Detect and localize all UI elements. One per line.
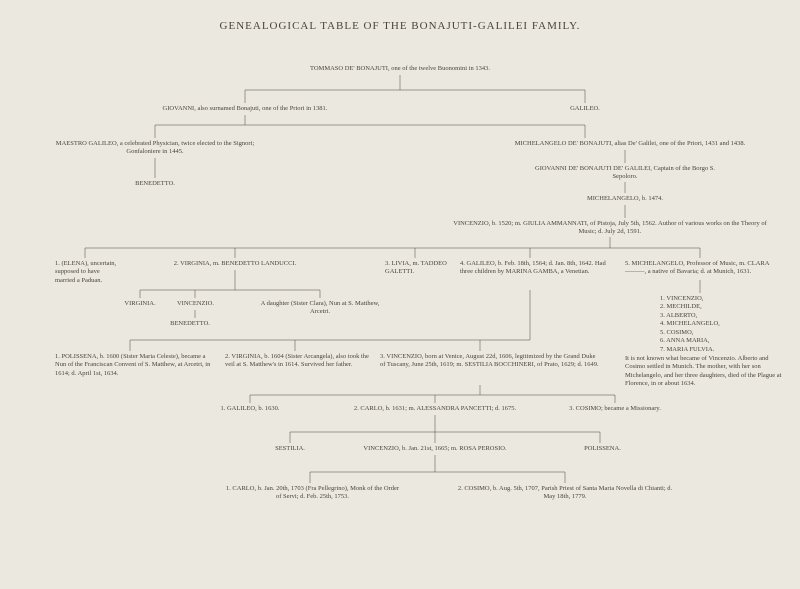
child5-michelangelo: 5. MICHELANGELO, Professor of Music, m. … xyxy=(625,260,785,277)
root-node: TOMMASO DE' BONAJUTI, one of the twelve … xyxy=(260,65,540,73)
final1-carlo: 1. CARLO, b. Jan. 20th, 1703 (Fra Pelleg… xyxy=(225,485,400,502)
gc3-vincenzio: 3. VINCENZIO, born at Venice, August 22d… xyxy=(380,353,600,370)
child3-livia: 3. LIVIA, m. TADDEO GALETTI. xyxy=(385,260,455,277)
sub2-benedetto: BENEDETTO. xyxy=(160,320,220,328)
sub5-note: It is not known what became of Vincenzio… xyxy=(625,355,790,389)
gen2-michelangelo: MICHELANGELO DE' BONAJUTI, alias De' Gal… xyxy=(480,140,780,148)
gen5-vincenzio: VINCENZIO, b. 1520; m. GIULIA AMMANNATI,… xyxy=(450,220,770,237)
gen1-galileo: GALILEO. xyxy=(555,105,615,113)
child2-virginia: 2. VIRGINIA, m. BENEDETTO LANDUCCI. xyxy=(155,260,315,268)
ggc2-carlo: 2. CARLO, b. 1631; m. ALESSANDRA PANCETT… xyxy=(340,405,530,413)
sub2-virginia: VIRGINIA. xyxy=(115,300,165,308)
gen2-maestro: MAESTRO GALILEO, a celebrated Physician,… xyxy=(55,140,255,157)
gggc-vincenzio: VINCENZIO, b. Jan. 21st, 1665; m. ROSA P… xyxy=(335,445,535,453)
gc1-polissena: 1. POLISSENA, b. 1600 (Sister Maria Cele… xyxy=(55,353,215,378)
page-title: GENEALOGICAL TABLE OF THE BONAJUTI-GALIL… xyxy=(0,0,800,32)
gen1-giovanni: GIOVANNI, also surnamed Bonajuti, one of… xyxy=(120,105,370,113)
sub2-daughter: A daughter (Sister Clara), Nun at S. Mat… xyxy=(260,300,380,317)
ggc1-galileo: 1. GALILEO, b. 1630. xyxy=(205,405,295,413)
gc2-virginia: 2. VIRGINIA, b. 1604 (Sister Arcangela),… xyxy=(225,353,370,370)
gggc-polissena: POLISSENA. xyxy=(575,445,630,453)
final2-cosimo: 2. COSIMO, b. Aug. 5th, 1707, Parish Pri… xyxy=(455,485,675,502)
gen3-giovanni: GIOVANNI DE' BONAJUTI DE' GALILEI, Capta… xyxy=(535,165,715,182)
sub5-list: 1. VINCENZIO, 2. MECHILDE, 3. ALBERTO, 4… xyxy=(660,295,760,354)
child4-galileo: 4. GALILEO, b. Feb. 18th, 1564; d. Jan. … xyxy=(460,260,610,277)
sub2-vincenzio: VINCENZIO. xyxy=(168,300,223,308)
ggc3-cosimo: 3. COSIMO; became a Missionary. xyxy=(540,405,690,413)
gggc-sestilia: SESTILIA. xyxy=(265,445,315,453)
child1-elena: 1. (ELENA), uncertain, supposed to have … xyxy=(55,260,120,285)
gen4-michelangelo: MICHELANGELO, b. 1474. xyxy=(565,195,685,203)
gen3-benedetto: BENEDETTO. xyxy=(120,180,190,188)
